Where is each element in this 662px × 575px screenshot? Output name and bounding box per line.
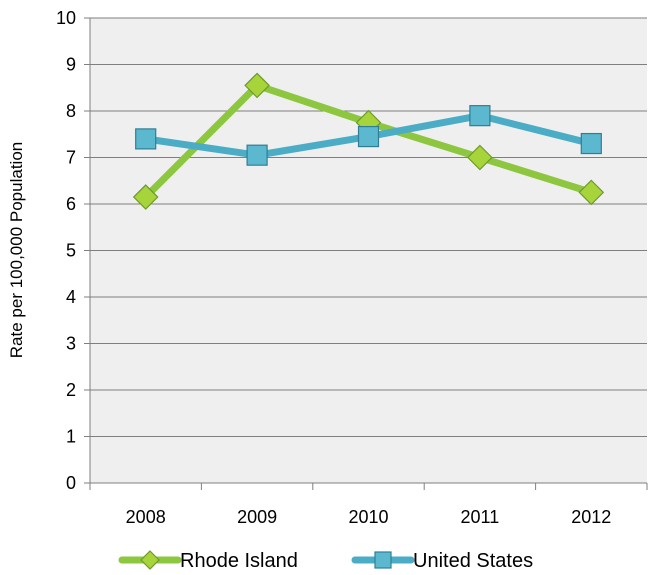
axes — [89, 18, 648, 490]
y-tick-labels: 0 1 2 3 4 5 6 7 8 9 10 — [56, 8, 76, 493]
data-point-diamond — [578, 179, 605, 206]
x-tick-label: 2010 — [348, 507, 388, 527]
x-tick-labels: 2008 2009 2010 2011 2012 — [126, 507, 612, 527]
legend-item: United States — [351, 550, 533, 572]
x-tick-label: 2012 — [571, 507, 611, 527]
x-tick-label: 2011 — [461, 507, 500, 527]
series-united-states — [135, 105, 602, 166]
y-tick-label: 2 — [66, 380, 76, 400]
legend-marker-diamond — [140, 550, 160, 570]
y-tick-label: 4 — [66, 287, 76, 307]
y-tick-label: 7 — [66, 148, 76, 168]
data-point-square — [357, 125, 380, 148]
y-tick-label: 1 — [66, 427, 76, 447]
x-tick-label: 2009 — [237, 507, 277, 527]
y-tick-label: 0 — [66, 473, 76, 493]
y-tick-label: 8 — [66, 101, 76, 121]
data-point-square — [135, 128, 157, 150]
data-point-square — [469, 105, 491, 127]
legend-item: Rhode Island — [118, 550, 298, 572]
y-tick-label: 6 — [66, 194, 76, 214]
data-point-diamond — [467, 144, 493, 171]
y-tick-label: 9 — [66, 55, 76, 75]
gridlines — [84, 17, 647, 484]
y-tick-label: 10 — [56, 8, 76, 28]
y-tick-label: 5 — [66, 241, 76, 261]
y-tick-label: 3 — [66, 334, 76, 354]
data-point-diamond — [244, 72, 270, 99]
x-tick-label: 2008 — [126, 507, 166, 527]
legend-label: Rhode Island — [180, 550, 298, 572]
y-axis-title: Rate per 100,000 Population — [7, 142, 26, 358]
legend-label: United States — [413, 550, 533, 572]
data-point-square — [580, 132, 602, 155]
data-point-square — [246, 144, 268, 166]
legend-marker-square — [374, 551, 392, 569]
series-group — [132, 72, 605, 210]
legend: Rhode Island United States — [118, 550, 533, 572]
data-point-diamond — [132, 184, 159, 210]
